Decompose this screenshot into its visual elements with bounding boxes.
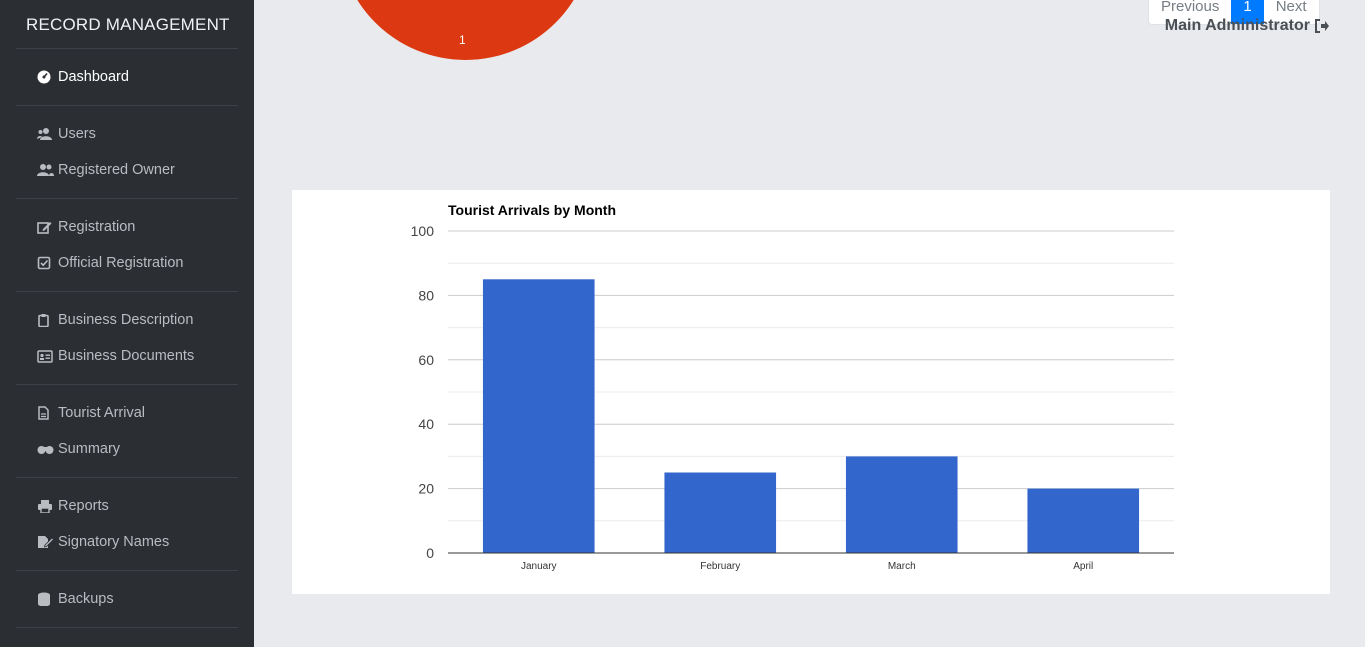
sidebar-group: Dashboard [16,49,238,106]
sidebar-item-users[interactable]: Users [16,116,238,152]
user-menu[interactable]: Main Administrator [1165,17,1330,35]
sidebar-item-label: Business Description [58,312,194,328]
sidebar-item-dashboard[interactable]: Dashboard [16,59,238,95]
bar-april[interactable] [1027,488,1140,553]
sidebar-item-label: Reports [58,498,109,514]
edit-icon [36,220,54,234]
sidebar-item-label: Registered Owner [58,162,175,178]
sidebar-item-label: Registration [58,219,136,235]
y-tick-label: 100 [411,223,435,239]
pagination-page-current[interactable]: 1 [1231,0,1264,24]
database-icon [36,592,54,606]
x-tick-label: April [1073,561,1093,572]
bar-february[interactable] [664,472,777,554]
x-tick-label: February [700,561,740,572]
sidebar: RECORD MANAGEMENT Dashboard Users Register… [0,0,254,647]
sidebar-item-registered-owner[interactable]: Registered Owner [16,152,238,188]
sidebar-item-label: Backups [58,591,114,607]
y-tick-label: 0 [426,545,434,561]
sidebar-item-label: Tourist Arrival [58,405,146,421]
sidebar-item-label: Official Registration [58,255,184,271]
sidebar-group: Reports Signatory Names [16,478,238,571]
sidebar-item-label: Signatory Names [58,534,170,550]
clipboard-icon [36,313,54,327]
id-card-icon [36,349,54,363]
chart-card: 0 20 40 60 80 100 Tourist Arrivals by Month Jan… [292,190,1330,594]
sidebar-group: Registration Official Registration [16,199,238,292]
sidebar-item-summary[interactable]: Summary [16,431,238,467]
sidebar-item-label: Dashboard [58,69,129,85]
bar-january[interactable] [482,279,595,553]
sidebar-item-tourist-arrival[interactable]: Tourist Arrival [16,395,238,431]
signature-icon [36,535,54,549]
sidebar-item-official-registration[interactable]: Official Registration [16,245,238,281]
sidebar-group: Tourist Arrival Summary [16,385,238,478]
sidebar-item-registration[interactable]: Registration [16,209,238,245]
bar-march[interactable] [845,456,958,553]
pie-slice-label: 1 [459,33,466,47]
sidebar-item-label: Business Documents [58,348,195,364]
users-icon [36,127,54,141]
sidebar-group: Users Registered Owner [16,106,238,199]
pagination: Previous 1 Next [1148,0,1320,25]
sidebar-item-backups[interactable]: Backups [16,581,238,617]
pie-chart-slice [338,0,593,60]
y-tick-label: 40 [418,416,434,432]
chart-title: Tourist Arrivals by Month [448,202,616,218]
user-name: Main Administrator [1164,17,1310,34]
x-tick-label: March [888,561,916,572]
sidebar-item-reports[interactable]: Reports [16,488,238,524]
sidebar-group: Backups [16,571,238,628]
sidebar-item-business-documents[interactable]: Business Documents [16,338,238,374]
y-tick-label: 80 [418,287,434,303]
y-tick-label: 60 [418,352,434,368]
print-icon [36,499,54,513]
pagination-next[interactable]: Next [1275,0,1307,15]
file-icon [36,406,54,420]
x-tick-label: January [521,561,557,572]
sidebar-group: Business Description Business Documents [16,292,238,385]
user-friends-icon [36,163,54,177]
sidebar-item-label: Summary [58,441,121,457]
sidebar-item-business-description[interactable]: Business Description [16,302,238,338]
dashboard-icon [36,70,54,84]
pagination-previous[interactable]: Previous [1161,0,1220,15]
bar-chart: 0 20 40 60 80 100 Tourist Arrivals by Month Jan… [411,202,1174,572]
sidebar-item-label: Users [58,126,96,142]
sign-out-icon[interactable] [1314,19,1330,33]
binoculars-icon [36,442,54,456]
sidebar-item-signatory-names[interactable]: Signatory Names [16,524,238,560]
brand-title: RECORD MANAGEMENT [16,0,238,49]
sidebar-nav: Dashboard Users Registered Owner Registrati… [0,49,254,628]
check-square-icon [36,256,54,270]
y-tick-label: 20 [418,481,434,497]
